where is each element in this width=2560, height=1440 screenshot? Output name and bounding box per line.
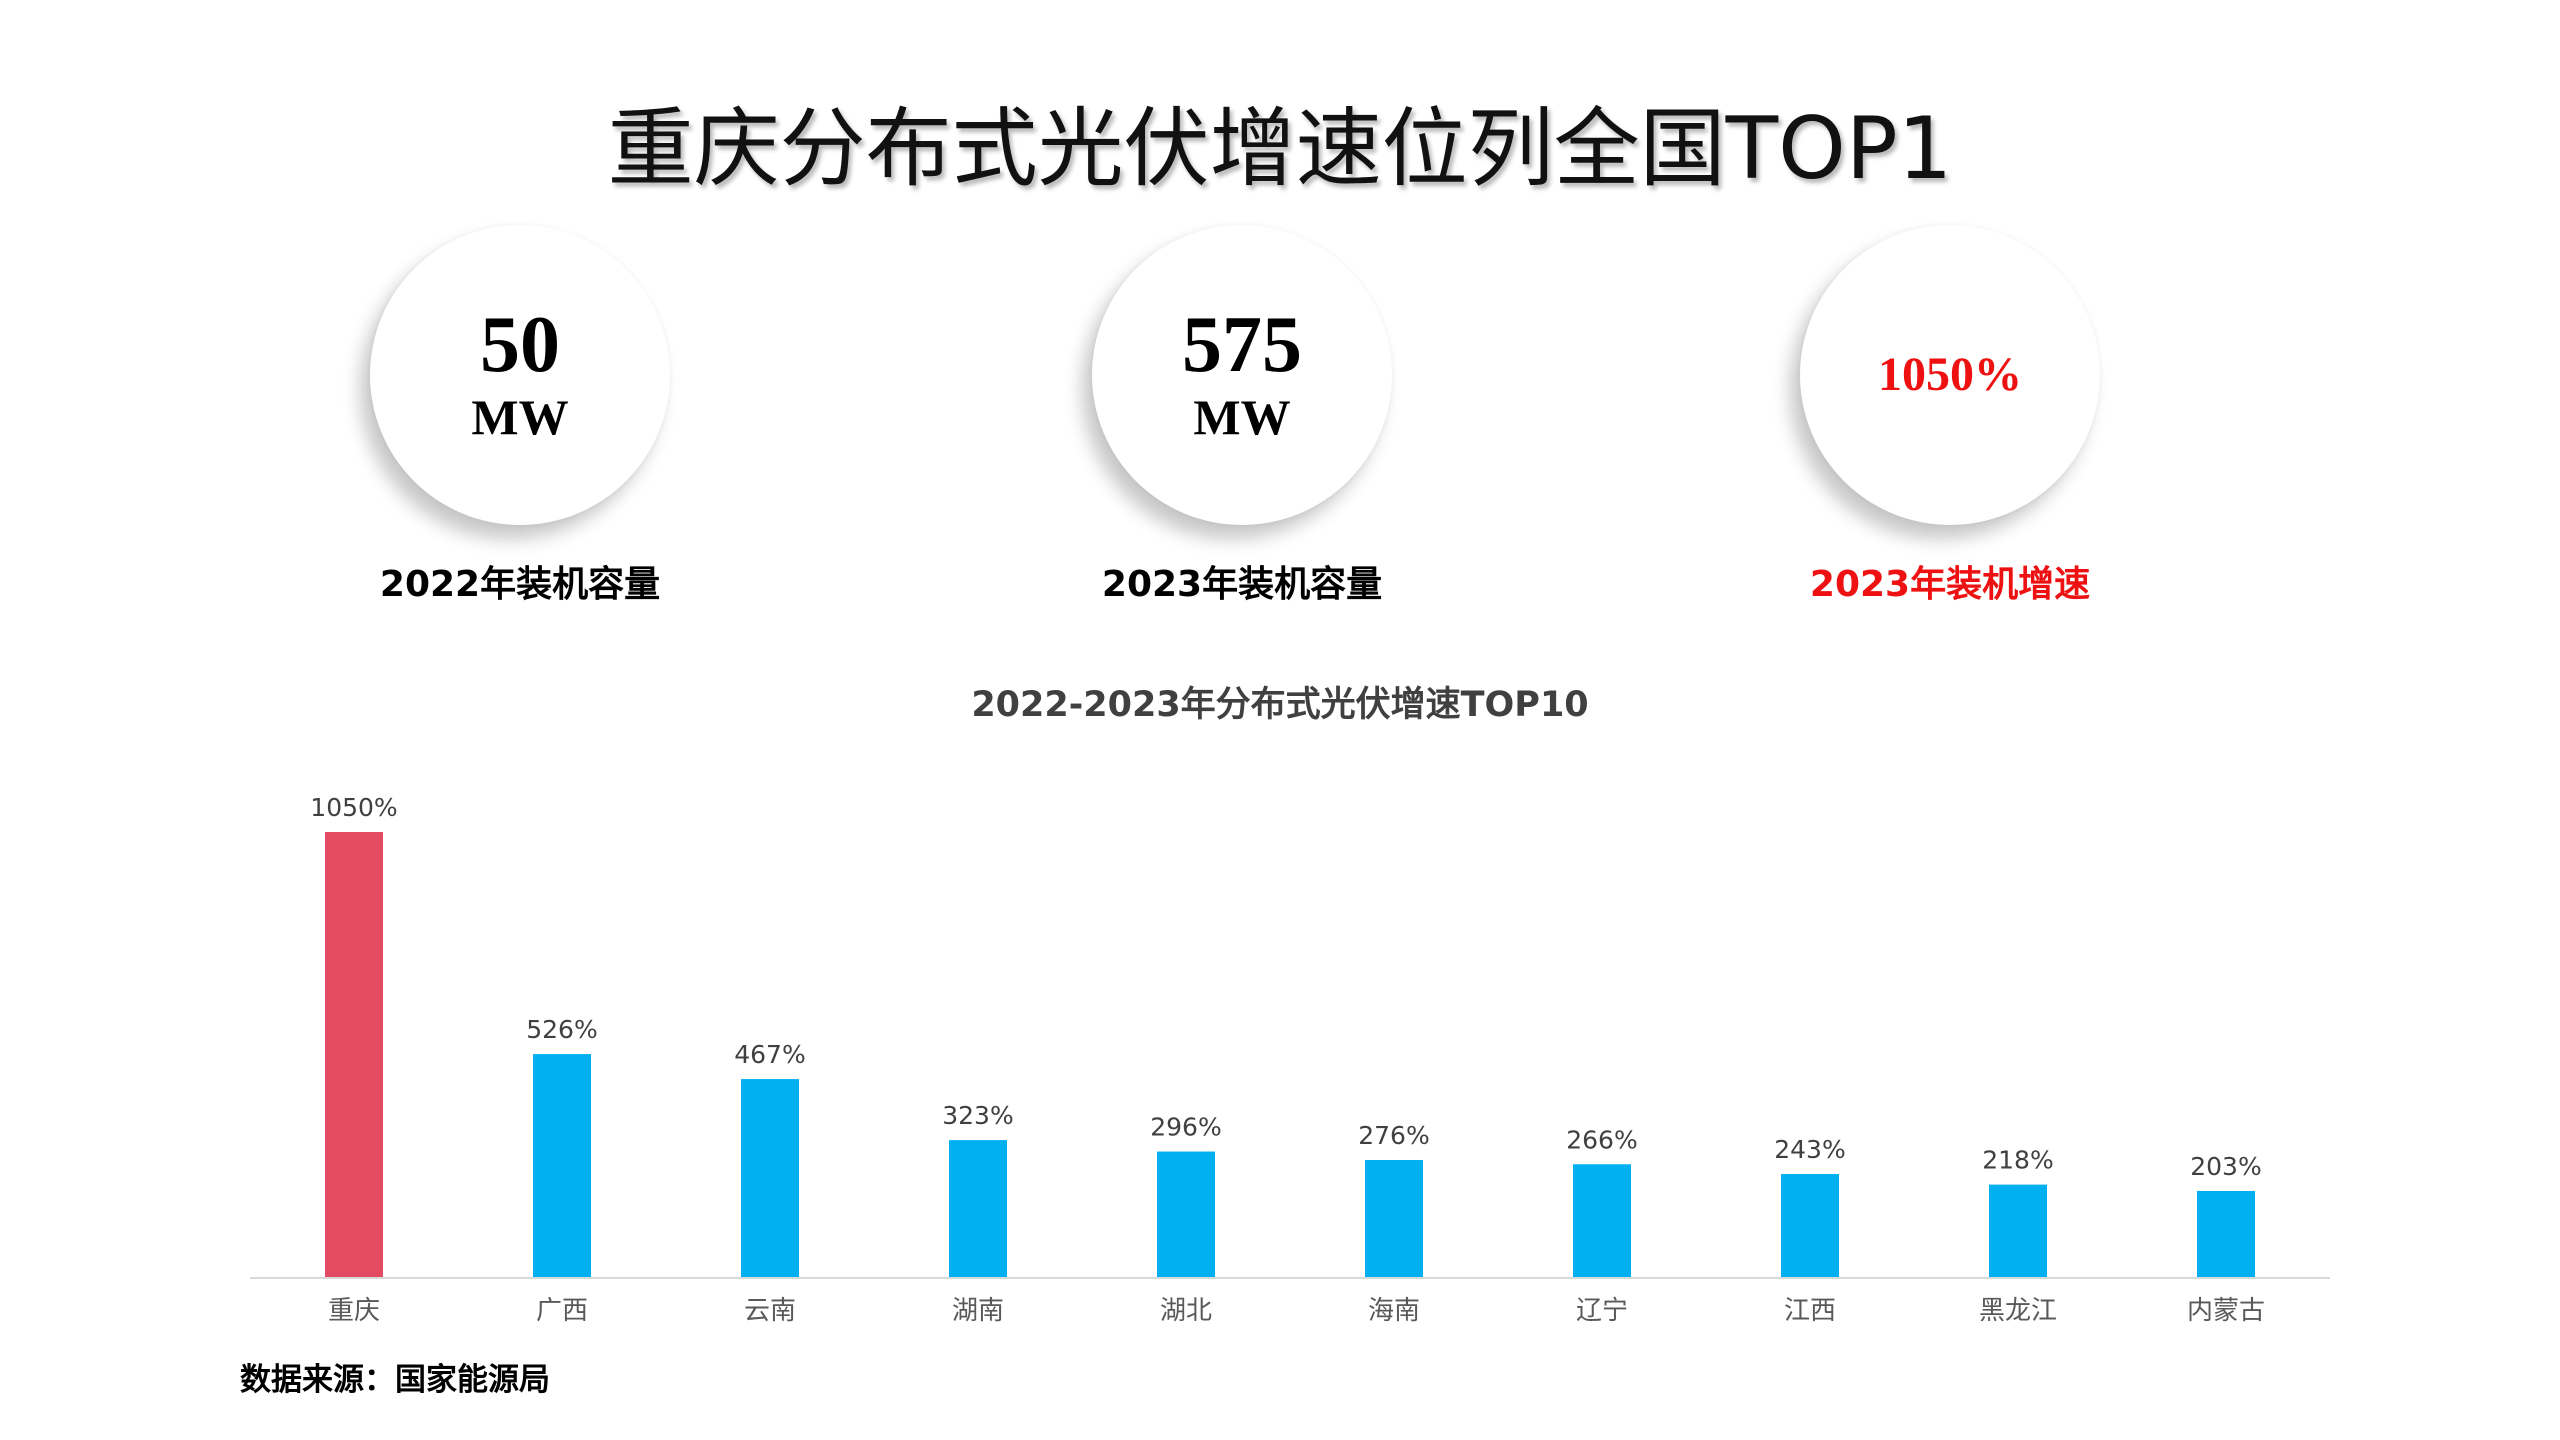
bar-辽宁 [1573, 1164, 1631, 1277]
bar-内蒙古 [2197, 1190, 2255, 1277]
data-source-note: 数据来源：国家能源局 [240, 1362, 550, 1398]
x-tick-label: 辽宁 [1576, 1296, 1628, 1326]
x-tick-label: 湖北 [1160, 1296, 1212, 1326]
data-label: 218% [1982, 1146, 2053, 1175]
kpi-unit: MW [1193, 389, 1291, 445]
x-tick-label: 云南 [744, 1296, 796, 1326]
data-label: 323% [942, 1101, 1013, 1130]
kpi-unit: MW [471, 389, 569, 445]
data-label: 526% [526, 1015, 597, 1044]
x-tick-label: 湖南 [952, 1296, 1004, 1326]
page-title: 重庆分布式光伏增速位列全国TOP1 [607, 99, 1953, 199]
kpi-circle: 50 MW [370, 225, 670, 525]
bar-chart: 1050% 重庆 526% 广西 467% 云南 323% 湖南 296% 湖北 276% 海南 266… [250, 793, 2330, 1326]
x-tick-label: 黑龙江 [1979, 1296, 2057, 1326]
bar-云南 [741, 1079, 799, 1277]
data-label: 1050% [310, 793, 397, 822]
kpi-value: 575 [1182, 301, 1302, 389]
x-tick-label: 海南 [1368, 1296, 1420, 1326]
bar-重庆 [325, 832, 383, 1277]
kpi-value: 50 [480, 301, 560, 389]
data-label: 266% [1566, 1125, 1637, 1154]
bar-黑龙江 [1989, 1184, 2047, 1277]
data-label: 276% [1358, 1121, 1429, 1150]
bar-湖南 [949, 1140, 1007, 1277]
x-tick-label: 重庆 [328, 1296, 380, 1326]
bar-广西 [533, 1054, 591, 1277]
kpi-label: 2023年装机容量 [1101, 564, 1383, 605]
kpi-circle: 1050% [1800, 225, 2100, 525]
data-label: 203% [2190, 1152, 2261, 1181]
kpi-label: 2023年装机增速 [1809, 564, 2091, 605]
kpi-label: 2022年装机容量 [379, 564, 661, 605]
data-label: 296% [1150, 1113, 1221, 1142]
data-label: 243% [1774, 1135, 1845, 1164]
kpi-value: 1050% [1878, 348, 2022, 401]
x-tick-label: 广西 [536, 1296, 588, 1326]
bar-海南 [1365, 1160, 1423, 1277]
x-tick-label: 江西 [1784, 1296, 1836, 1326]
data-label: 467% [734, 1040, 805, 1069]
chart-title: 2022-2023年分布式光伏增速TOP10 [971, 685, 1589, 725]
x-tick-label: 内蒙古 [2187, 1296, 2265, 1326]
bar-江西 [1781, 1174, 1839, 1277]
kpi-circle: 575 MW [1092, 225, 1392, 525]
bar-湖北 [1157, 1151, 1215, 1277]
